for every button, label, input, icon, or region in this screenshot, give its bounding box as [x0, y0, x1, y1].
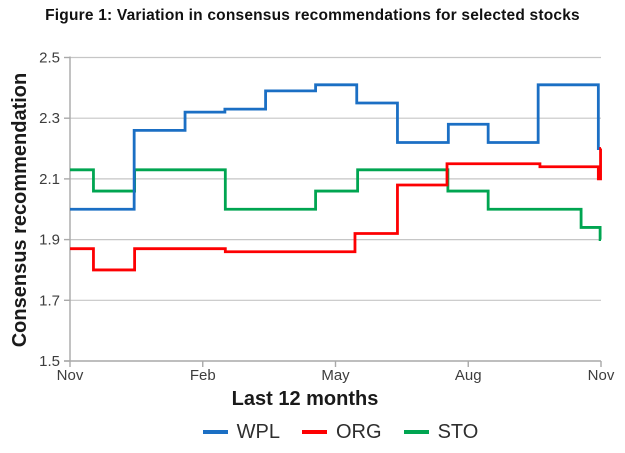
- x-tick-label: Nov: [57, 367, 84, 384]
- y-tick-label: 2.3: [39, 110, 60, 127]
- y-tick-label: 1.5: [39, 353, 60, 370]
- legend-label: WPL: [236, 420, 280, 443]
- y-tick-label: 2.5: [39, 50, 60, 67]
- y-tick-label: 1.7: [39, 292, 60, 309]
- series-line-ORG: [70, 147, 602, 272]
- y-tick-label: 2.1: [39, 171, 60, 188]
- legend-swatch-WPL: [202, 430, 228, 434]
- legend-label: STO: [437, 420, 479, 443]
- legend: WPL ORG STO: [75, 417, 606, 447]
- x-tick-label: Feb: [190, 367, 216, 384]
- x-tick-label: May: [321, 367, 350, 384]
- series-line-WPL: [70, 83, 601, 211]
- y-tick-label: 1.9: [39, 232, 60, 249]
- legend-swatch-STO: [403, 430, 429, 434]
- x-axis-title: Last 12 months: [231, 388, 379, 410]
- x-tick-label: Nov: [588, 367, 615, 384]
- legend-item-WPL: WPL: [202, 420, 280, 444]
- y-axis-title: Consensus recommendation: [9, 72, 31, 348]
- legend-item-ORG: ORG: [302, 421, 382, 444]
- figure-title: Figure 1: Variation in consensus recomme…: [45, 7, 580, 24]
- legend-swatch-ORG: [302, 430, 327, 434]
- legend-item-STO: STO: [403, 420, 479, 444]
- legend-label: ORG: [336, 420, 382, 443]
- x-tick-label: Aug: [455, 367, 482, 384]
- series-line-STO: [70, 168, 602, 241]
